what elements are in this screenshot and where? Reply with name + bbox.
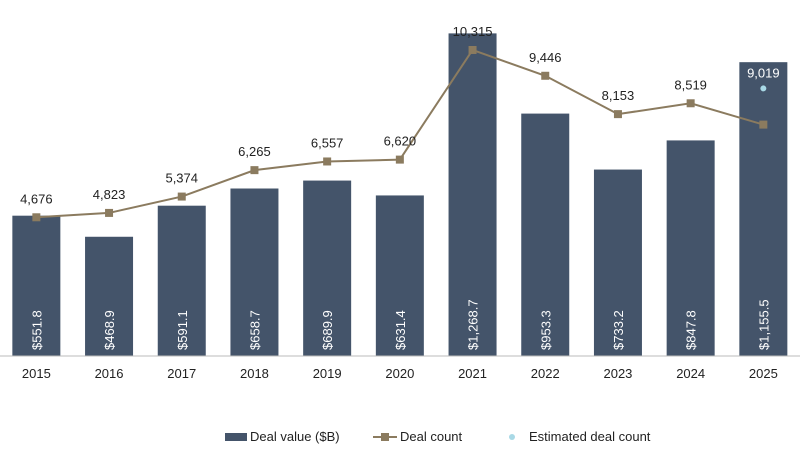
x-tick-label: 2018	[240, 366, 269, 381]
deal-count-marker-2020	[395, 155, 404, 164]
x-tick-label: 2021	[458, 366, 487, 381]
x-tick-label: 2023	[603, 366, 632, 381]
bar-value-label: $1,268.7	[466, 299, 481, 350]
x-tick-label: 2015	[22, 366, 51, 381]
x-tick-label: 2024	[676, 366, 705, 381]
deal-count-marker-2016	[105, 208, 114, 217]
x-tick-label: 2020	[385, 366, 414, 381]
deal-count-label: 10,315	[453, 24, 493, 39]
deal-count-label: 9,446	[529, 50, 562, 65]
deal-count-marker-2022	[541, 71, 550, 80]
legend-line-swatch	[373, 432, 397, 441]
bar-value-label: $591.1	[175, 310, 190, 350]
bar-2019	[303, 180, 352, 356]
estimated-deal-count-label: 9,019	[747, 65, 780, 80]
bar-2017	[157, 205, 206, 356]
bar-2015	[12, 215, 61, 356]
estimated-deal-count-marker-2025	[760, 85, 767, 92]
deal-count-label: 4,823	[93, 187, 126, 202]
bar-value-label: $631.4	[393, 310, 408, 350]
bar-value-label: $689.9	[320, 310, 335, 350]
bar-2022	[521, 113, 570, 356]
chart: $551.8 $468.9 $591.1 $658.7 $689.9 $631.4 $1,2…	[0, 24, 800, 381]
legend: Deal value ($B) Deal count Estimated dea…	[0, 423, 800, 453]
legend-bar-swatch	[225, 432, 247, 441]
deal-count-marker-2018	[250, 166, 259, 175]
bar-2020	[375, 195, 424, 356]
legend-item-deal-count: Deal count	[373, 429, 462, 444]
bar-value-label: $468.9	[102, 310, 117, 350]
bar-2018	[230, 188, 279, 356]
legend-item-estimated: Estimated deal count	[509, 429, 650, 444]
bar-2024	[666, 140, 715, 356]
x-tick-label: 2019	[313, 366, 342, 381]
deal-count-marker-2025	[759, 120, 768, 129]
deal-count-marker-2017	[177, 192, 186, 201]
deal-count-label: 6,265	[238, 144, 271, 159]
x-tick-label: 2016	[95, 366, 124, 381]
deal-count-label: 5,374	[165, 171, 198, 186]
x-tick-label: 2022	[531, 366, 560, 381]
x-tick-label: 2017	[167, 366, 196, 381]
deal-count-marker-2015	[32, 213, 41, 222]
deal-count-marker-2019	[323, 157, 332, 166]
bar-value-label: $1,155.5	[756, 299, 771, 350]
legend-label: Deal count	[400, 429, 463, 444]
bar-value-label: $658.7	[247, 310, 262, 350]
bar-2023	[593, 169, 642, 356]
legend-label: Deal value ($B)	[250, 429, 340, 444]
deal-count-marker-2024	[686, 99, 695, 108]
bar-2025	[739, 62, 788, 357]
legend-label: Estimated deal count	[529, 429, 651, 444]
bar-value-label: $847.8	[684, 310, 699, 350]
deal-count-label: 6,557	[311, 135, 344, 150]
deal-count-label: 8,153	[602, 88, 635, 103]
deal-count-label: 6,620	[384, 134, 417, 149]
x-tick-label: 2025	[749, 366, 778, 381]
legend-item-deal-value: Deal value ($B)	[225, 429, 340, 444]
legend-dot-swatch	[509, 433, 515, 440]
bar-value-label: $551.8	[29, 310, 44, 350]
deal-count-label: 8,519	[674, 77, 707, 92]
deal-count-label: 4,676	[20, 191, 53, 206]
bar-2016	[85, 236, 134, 356]
bar-value-label: $733.2	[611, 310, 626, 350]
deal-count-marker-2023	[613, 110, 622, 119]
deal-count-marker-2021	[468, 45, 477, 54]
bar-value-label: $953.3	[538, 310, 553, 350]
bar-2021	[448, 33, 497, 356]
